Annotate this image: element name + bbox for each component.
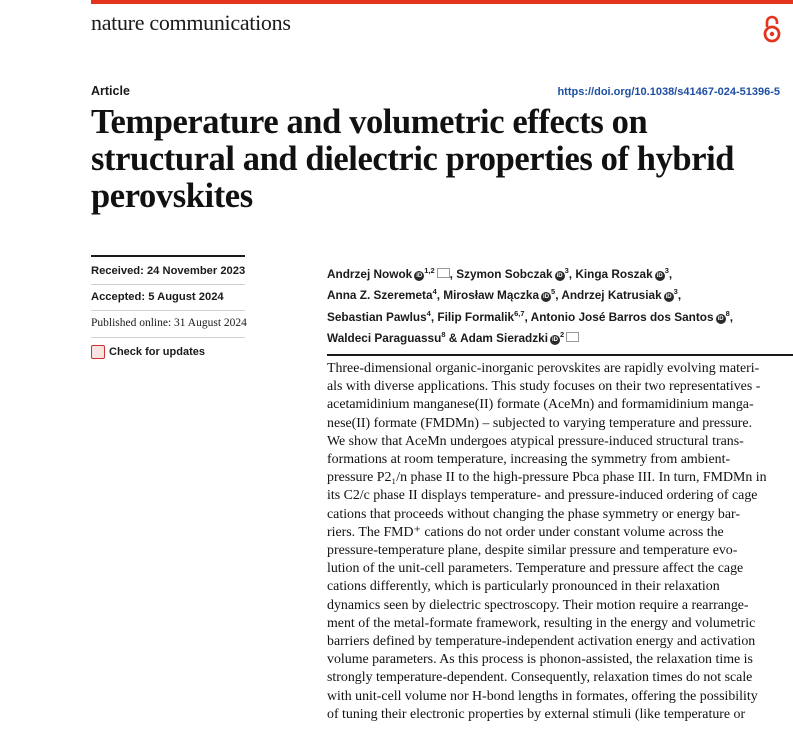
abstract-line: cations differently, which is particular… <box>327 579 720 595</box>
author-name[interactable]: Andrzej Katrusiak <box>561 288 662 303</box>
author-name[interactable]: Filip Formalik <box>437 309 515 324</box>
abstract-line: its C2/c phase II displays temperature- … <box>327 488 758 504</box>
abstract-line: acetamidinium manganese(II) formate (Ace… <box>327 397 754 413</box>
author-separator: , <box>449 266 457 281</box>
dates-top-rule <box>91 255 245 257</box>
abstract-line: ment of the metal-formate framework, res… <box>327 615 756 631</box>
abstract-line: We show that AceMn undergoes atypical pr… <box>327 433 744 449</box>
abstract-line: of tuning their electronic properties by… <box>327 706 746 722</box>
author-separator: , <box>436 288 444 303</box>
accepted-date: Accepted: 5 August 2024 <box>91 291 224 303</box>
article-type: Article <box>91 84 130 98</box>
author-affiliation: 4 <box>432 287 437 297</box>
abstract-top-rule <box>327 354 793 356</box>
orcid-icon[interactable]: iD <box>414 270 425 281</box>
abstract-line: cations that proceeds without changing t… <box>327 506 740 522</box>
doi-link[interactable]: https://doi.org/10.1038/s41467-024-51396… <box>557 86 780 98</box>
author-name[interactable]: Mirosław Mączka <box>443 288 540 303</box>
mail-icon[interactable] <box>436 267 450 278</box>
author-separator: , <box>430 309 438 324</box>
abstract-line: lution of the unit-cell parameters. Temp… <box>327 561 744 577</box>
abstract-line: als with diverse applications. This stud… <box>327 379 761 395</box>
title-line: perovskites <box>91 177 253 215</box>
author-name[interactable]: Sebastian Pawlus <box>327 309 427 324</box>
divider <box>91 337 245 338</box>
author-separator: , <box>524 309 531 324</box>
open-access-icon[interactable] <box>762 14 782 44</box>
title-line: structural and dielectric properties of … <box>91 140 735 178</box>
author-line: Sebastian Pawlus4, Filip Formalik6,7, An… <box>327 305 793 326</box>
author-affiliation: 8 <box>725 308 730 318</box>
abstract: Three-dimensional organic-inorganic pero… <box>327 360 793 724</box>
journal-name: nature communications <box>91 10 291 35</box>
abstract-line: pressure-temperature plane, despite simi… <box>327 543 738 559</box>
author-separator: , <box>729 309 734 324</box>
author-affiliation: 3 <box>664 266 669 275</box>
author-affiliation: 5 <box>551 287 556 297</box>
abstract-line: nese(II) formate (FMDMn) – subjected to … <box>327 415 753 431</box>
author-separator: & <box>445 331 461 346</box>
abstract-line: Three-dimensional organic-inorganic pero… <box>327 361 760 376</box>
author-name[interactable]: Anna Z. Szeremeta <box>327 288 433 303</box>
check-for-updates-button[interactable]: Check for updates <box>91 345 205 359</box>
check-for-updates-icon <box>91 345 105 359</box>
abstract-line: with unit-cell volume nor H-bond lengths… <box>327 688 758 704</box>
abstract-line: formations at room temperature, increasi… <box>327 452 731 468</box>
author-line: Waldeci Paraguassu8 & Adam Sieradzki iD2 <box>327 326 793 347</box>
author-affiliation: 3 <box>564 266 569 275</box>
received-date: Received: 24 November 2023 <box>91 265 246 277</box>
author-affiliation: 3 <box>673 287 678 297</box>
abstract-line: dynamics seen by dielectric spectroscopy… <box>327 597 749 613</box>
author-name[interactable]: Adam Sieradzki <box>460 331 548 346</box>
divider <box>91 284 245 285</box>
author-affiliation: 4 <box>426 308 431 318</box>
orcid-icon[interactable]: iD <box>554 270 565 281</box>
author-separator: , <box>668 266 673 281</box>
author-affiliation: 6,7 <box>514 308 525 318</box>
abstract-line: volume parameters. As this process is ph… <box>327 652 753 668</box>
published-date: Published online: 31 August 2024 <box>91 317 247 329</box>
orcid-icon[interactable]: iD <box>715 313 726 324</box>
abstract-line: pressure P2₁/n phase II to the high-pres… <box>327 470 767 486</box>
author-line: Andrzej Nowok iD1,2, Szymon Sobczak iD3, K… <box>327 262 793 283</box>
orcid-icon[interactable]: iD <box>663 292 674 303</box>
author-affiliation: 8 <box>441 330 446 340</box>
orcid-icon[interactable]: iD <box>654 270 665 281</box>
check-for-updates-label: Check for updates <box>109 346 205 358</box>
author-separator: , <box>555 288 562 303</box>
author-line: Anna Z. Szeremeta4, Mirosław Mączka iD5, … <box>327 283 793 304</box>
abstract-line: riers. The FMD⁺ cations do not order und… <box>327 524 724 540</box>
author-affiliation: 2 <box>559 330 565 340</box>
journal-header-rule <box>91 0 793 4</box>
author-name[interactable]: Szymon Sobczak <box>456 266 553 281</box>
divider <box>91 310 245 311</box>
author-name[interactable]: Andrzej Nowok <box>327 266 413 281</box>
author-affiliation: 1,2 <box>424 266 435 275</box>
author-name[interactable]: Kinga Roszak <box>575 266 653 281</box>
title-line: Temperature and volumetric effects on <box>91 103 648 141</box>
author-name[interactable]: Antonio José Barros dos Santos <box>530 309 714 324</box>
author-list: Andrzej Nowok iD1,2, Szymon Sobczak iD3, K… <box>327 262 793 348</box>
author-separator: , <box>568 266 576 281</box>
article-title: Temperature and volumetric effects on st… <box>91 104 791 215</box>
orcid-icon[interactable]: iD <box>549 335 560 346</box>
author-separator: , <box>677 288 682 303</box>
abstract-line: strongly temperature-dependent. Conseque… <box>327 670 753 686</box>
orcid-icon[interactable]: iD <box>541 292 552 303</box>
author-name[interactable]: Waldeci Paraguassu <box>327 331 442 346</box>
abstract-line: barriers defined by temperature-independ… <box>327 634 756 650</box>
mail-icon[interactable] <box>566 332 580 343</box>
